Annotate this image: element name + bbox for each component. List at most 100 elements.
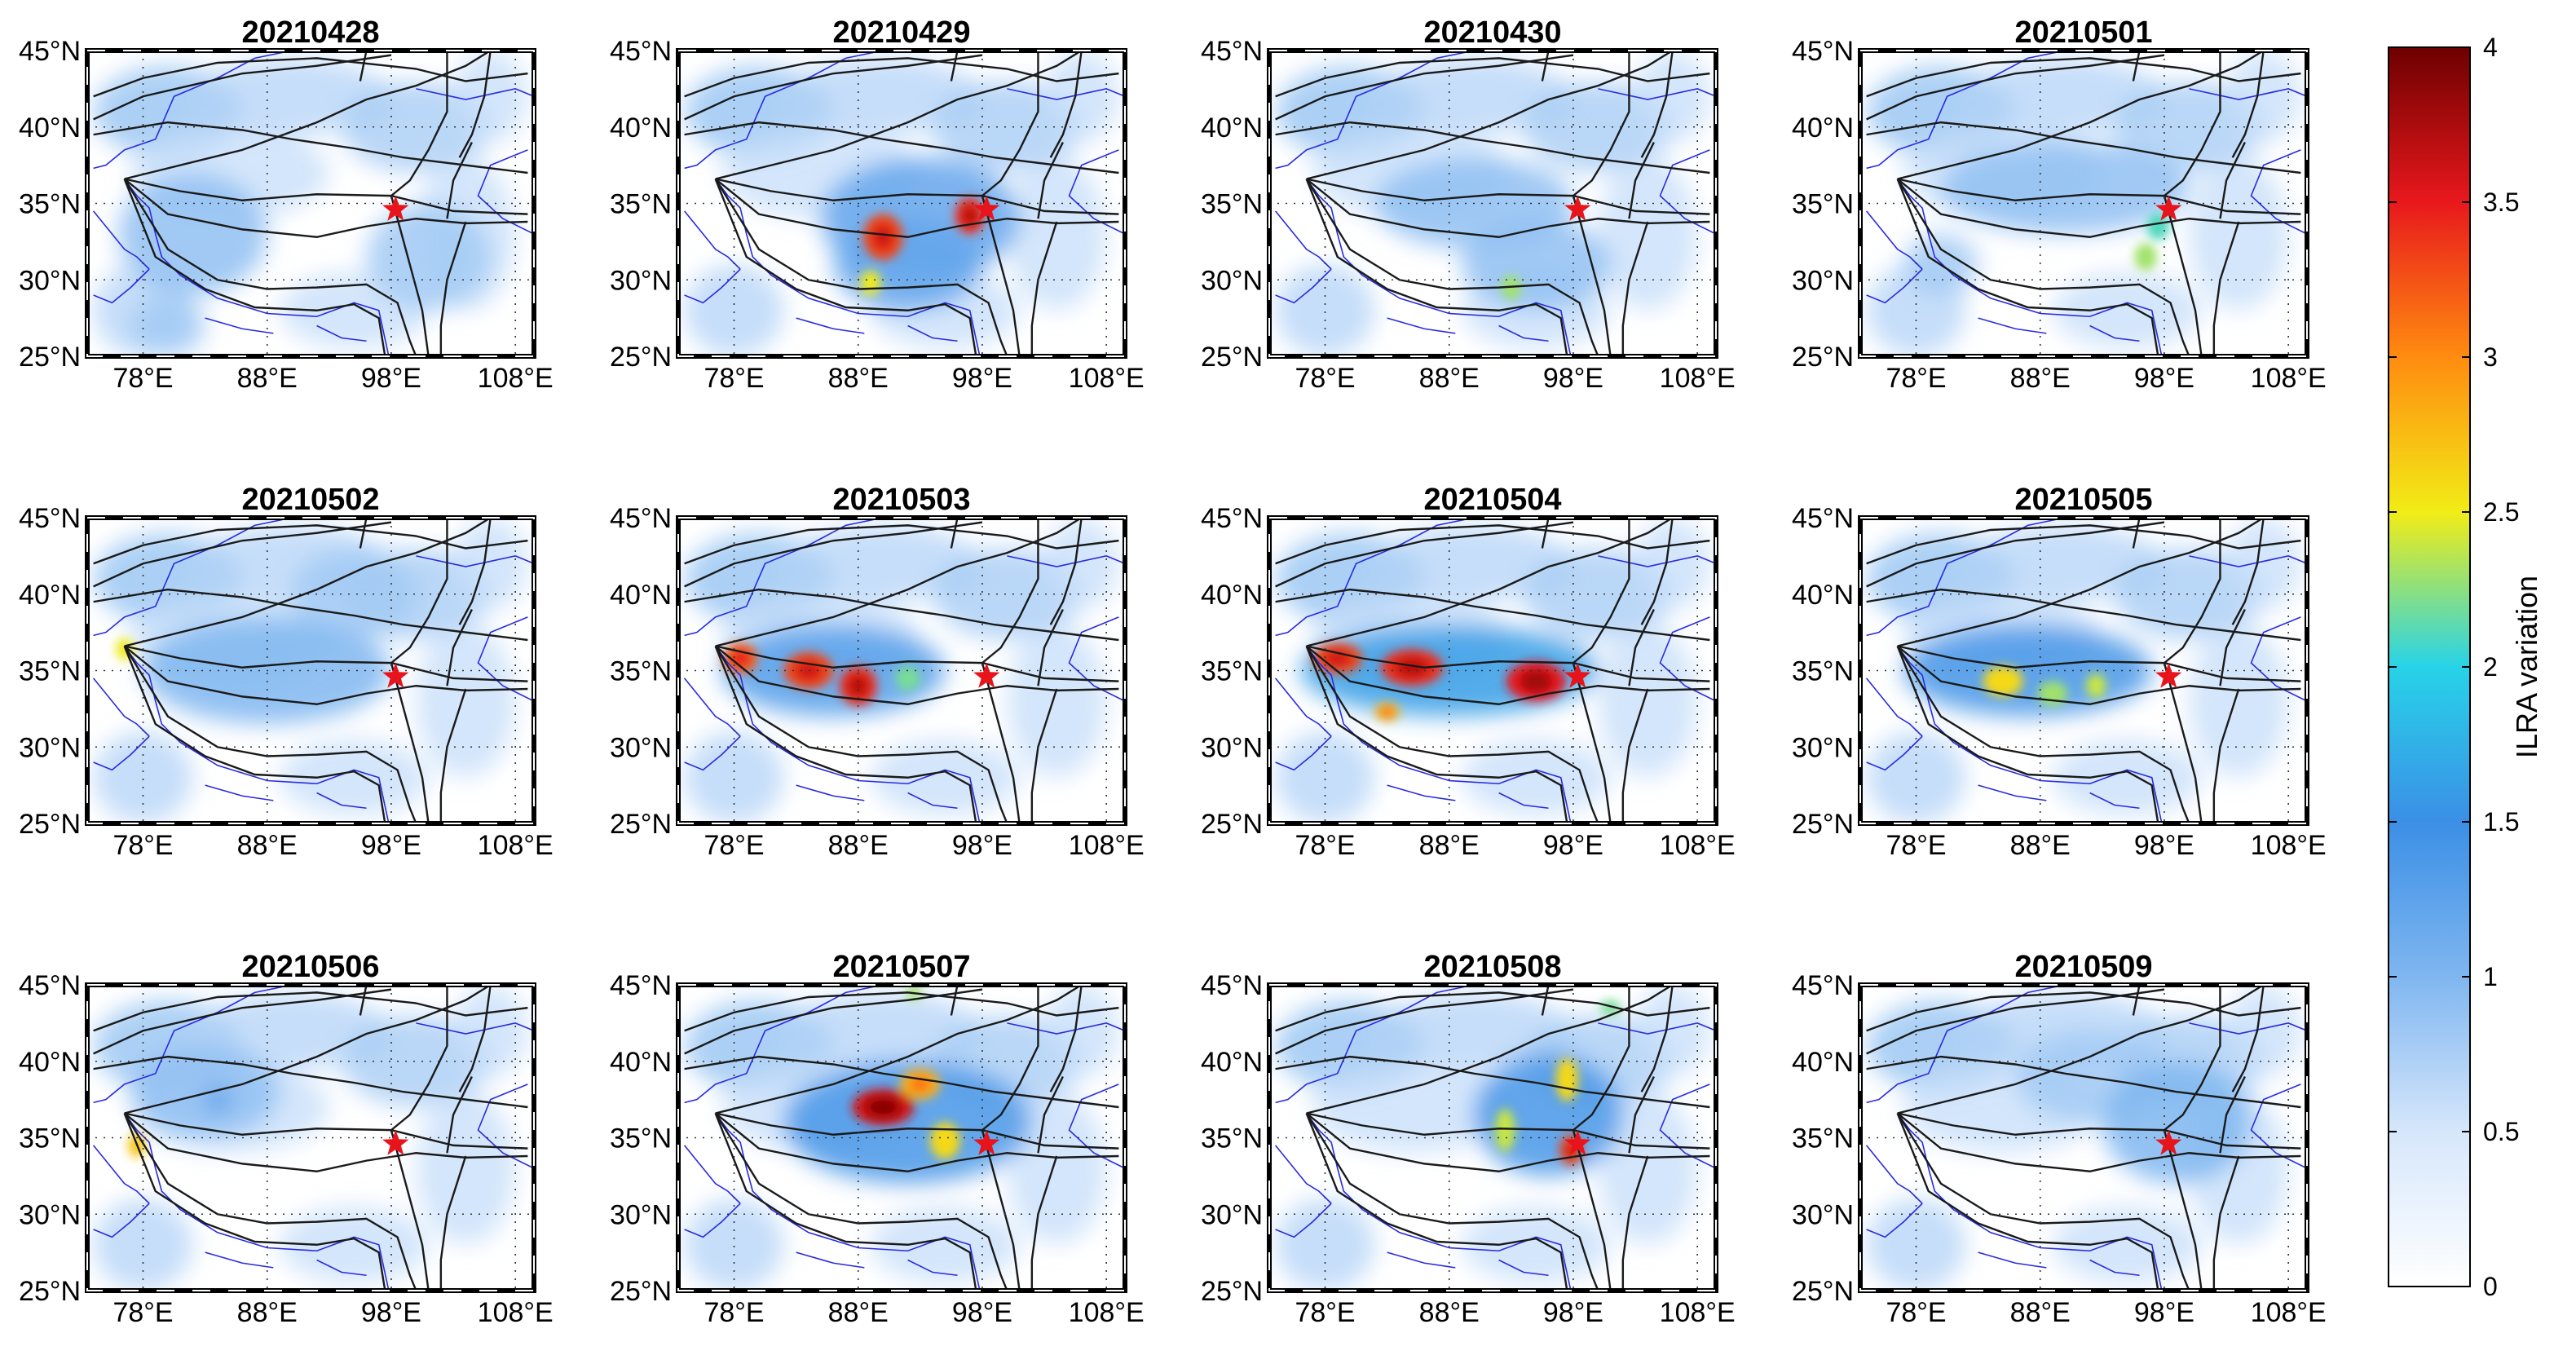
country-border [684,268,741,304]
fault-line [390,51,448,197]
fault-line [684,588,1119,642]
country-border [1866,1203,1923,1238]
ilra-hotspot [2146,212,2170,241]
ilra-background-blob [2115,81,2264,173]
longitude-tick-label: 88°E [237,830,298,861]
ilra-background-blob [192,992,391,1070]
country-border [1866,735,1923,771]
fault-line [684,991,1119,1032]
epicenter-star-icon [2155,196,2182,221]
fault-line [2164,985,2221,1132]
country-border [1978,317,2047,334]
map-frame-pattern [1268,517,1717,824]
latitude-tick-label: 40°N [1792,113,1854,143]
fault-line [359,985,368,1016]
ilra-background-blob [2115,548,2264,640]
colorbar-tick-label: 3.5 [2483,188,2519,217]
country-border [1387,1251,1456,1269]
latitude-tick-label: 30°N [1201,265,1263,296]
fault-line [124,178,528,215]
fault-line [2132,518,2141,549]
epicenter-star-icon [382,196,409,221]
fault-line [123,178,528,238]
ilra-background-blob [2226,985,2301,1077]
country-border [1306,179,1572,356]
fault-line [1305,1112,1710,1172]
map-panels: 20210428 78°E 88°E 98°E 108°E 25°N 30°N 35°N 40°… [19,15,2327,1328]
ilra-background-blob [1007,157,1107,311]
country-border [1978,1251,2047,1269]
longitude-tick-label: 88°E [2010,363,2071,394]
ilra-background-blob [1044,985,1119,1077]
country-border [205,784,274,801]
latitude-tick-label: 30°N [19,732,81,763]
map-frame-pattern [1268,50,1717,357]
fault-line [684,524,1119,565]
longitude-tick-label: 78°E [112,363,173,394]
country-border [416,555,534,567]
fault-line [390,985,448,1132]
country-border [1598,1022,1716,1035]
ilra-background-blob [1275,1198,1375,1291]
fault-line [684,521,983,588]
fault-line [439,1155,467,1291]
fault-line [1896,179,2159,356]
fault-line [1866,121,2301,174]
ilra-hotspot-core [961,205,978,226]
fault-line [1896,645,2301,705]
fault-line [1305,1112,1599,1291]
longitude-tick-label: 108°E [1660,363,1736,394]
country-border [1068,616,1125,702]
longitude-tick-label: 98°E [1543,1297,1603,1328]
fault-line [1541,518,1550,549]
fault-line [93,588,528,642]
country-border [205,1251,274,1269]
fault-line [714,645,1008,823]
epicenter-star-icon [1564,196,1591,221]
ilra-hotspot [1600,1000,1621,1016]
latitude-tick-label: 45°N [19,970,81,1001]
map-frame-pattern [1859,517,2308,824]
country-border [1274,210,1332,270]
country-border [124,646,390,823]
ilra-background-blob [2189,625,2289,778]
ilra-background-blob [2052,739,2202,816]
fault-line [390,662,430,823]
panel-title: 20210506 [241,950,379,984]
country-border [1659,616,1716,702]
latitude-tick-label: 45°N [1201,36,1263,67]
map-panel: 20210429 78°E 88°E 98°E 108°E 25°N 30°N 35°N 40°… [610,15,1145,394]
ilra-background-blob [870,739,1020,816]
country-border [907,792,958,810]
ilra-background-blob [1461,1206,1611,1283]
country-border [1387,784,1456,801]
ilra-hotspot [205,1087,231,1112]
latitude-tick-label: 45°N [19,503,81,534]
ilra-background-blob [1374,525,1573,602]
longitude-tick-label: 88°E [2010,830,2071,861]
fault-line [2212,1155,2240,1291]
epicenter-star-icon [973,1130,1000,1155]
country-border [477,1084,534,1169]
longitude-tick-label: 98°E [952,830,1012,861]
longitude-tick-label: 88°E [1419,830,1480,861]
fault-line [1305,646,1568,823]
fault-line [1640,518,1674,625]
fault-line [1275,988,1574,1055]
fault-line [1275,54,1574,121]
fault-line [123,1113,386,1291]
country-border [416,1022,534,1035]
country-border [683,210,741,270]
ilra-field [684,518,1119,823]
latitude-tick-label: 25°N [1201,342,1263,373]
colorbar-tick-label: 2 [2483,652,2498,682]
latitude-tick-label: 40°N [610,113,672,143]
fault-line [1306,985,1674,1114]
fault-line [1305,179,1568,356]
panel-title: 20210509 [2014,950,2152,984]
longitude-tick-label: 78°E [112,830,173,861]
country-border [907,324,958,342]
fault-line [1049,51,1083,158]
fault-line [2212,688,2240,823]
fault-line [93,57,528,98]
